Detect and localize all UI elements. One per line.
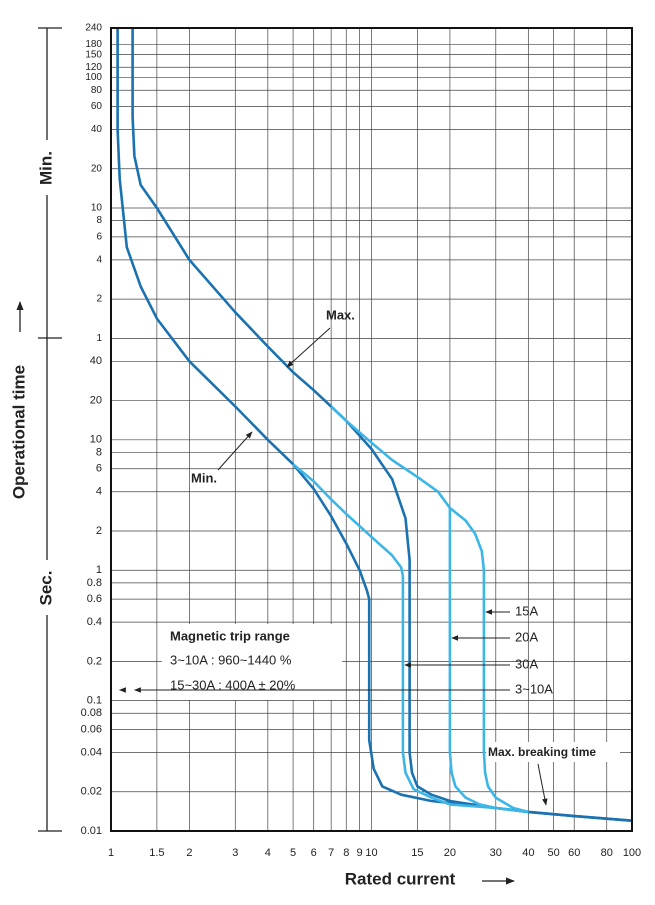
x-tick-label: 8 [343, 847, 349, 859]
bracket-gap [34, 140, 60, 195]
curve-label: 15A [515, 603, 538, 618]
y-tick-label: 80 [91, 85, 103, 96]
plot-frame [110, 27, 633, 832]
curve [330, 405, 529, 814]
y-tick-label: 0.1 [87, 695, 102, 707]
curve-label: 20A [515, 629, 538, 644]
y-tick-label: 0.04 [81, 746, 102, 758]
y-axis-label: Operational time [9, 365, 28, 499]
y-tick-label: 0.08 [81, 707, 102, 719]
y-tick-label: 10 [90, 434, 102, 446]
curve-label: 30A [515, 656, 538, 671]
y-tick-label: 10 [91, 203, 103, 214]
x-tick-label: 2 [186, 847, 192, 859]
y-tick-label: 0.6 [87, 593, 102, 605]
y-tick-label: 6 [96, 463, 102, 475]
grid [110, 27, 633, 832]
y-tick-label: 60 [91, 101, 103, 112]
x-tick-label: 60 [568, 847, 580, 859]
y-tick-label: 20 [90, 394, 102, 406]
x-tick-label: 5 [290, 847, 296, 859]
x-tick-label: 30 [490, 847, 502, 859]
curve [116, 28, 633, 822]
note-title: Magnetic trip range [170, 628, 290, 643]
x-axis-label: Rated current [345, 869, 456, 888]
bracket-gap [34, 560, 60, 615]
curve-labels: 15A 20A 30A 3~10A [118, 603, 553, 696]
annotation-arrow [286, 327, 331, 368]
x-tick-label: 6 [311, 847, 317, 859]
y-tick-label: 40 [90, 355, 102, 367]
y-tick-label: 100 [85, 72, 102, 83]
y-section-label: Min. [36, 151, 55, 185]
y-tick-label: 0.2 [87, 655, 102, 667]
x-tick-label: 7 [328, 847, 334, 859]
y-tick-label: 180 [85, 39, 102, 50]
x-tick-label: 1.5 [149, 847, 164, 859]
note-line: 3~10A : 960~1440 % [170, 652, 292, 667]
y-tick-label: 120 [85, 62, 102, 73]
y-tick-label: 0.01 [81, 825, 102, 837]
y-tick-label: 8 [96, 215, 102, 226]
x-tick-label: 20 [444, 847, 456, 859]
y-tick-label: 40 [91, 124, 103, 135]
x-tick-label: 9 [357, 847, 363, 859]
annotation-bg [486, 742, 620, 762]
y-tick-label: 2 [96, 294, 102, 305]
curve-label: 3~10A [515, 681, 553, 696]
x-tick-label: 100 [623, 847, 641, 859]
x-tick-label: 80 [601, 847, 613, 859]
x-tick-label: 40 [522, 847, 534, 859]
y-tick-label: 4 [96, 254, 102, 265]
y-tick-label: 0.02 [81, 786, 102, 798]
annotation: Max. [326, 307, 355, 322]
annotation: Min. [191, 470, 217, 485]
curves [116, 28, 633, 822]
y-tick-label: 4 [96, 486, 102, 498]
curve [292, 463, 529, 814]
x-tick-label: 10 [365, 847, 377, 859]
annotation-arrow [537, 763, 548, 806]
y-tick-label: 0.4 [87, 616, 102, 628]
note-line: 15~30A : 400A ± 20% [170, 677, 296, 692]
note-box [162, 624, 342, 700]
curve [131, 28, 633, 822]
y-tick-label: 0.8 [87, 577, 102, 589]
x-tick-label: 3 [232, 847, 238, 859]
y-tick-label: 6 [96, 232, 102, 243]
y-section-label: Sec. [36, 571, 55, 606]
y-tick-label: 20 [91, 163, 103, 174]
x-tick-label: 15 [411, 847, 423, 859]
y-tick-label: 2 [96, 525, 102, 537]
y-tick-label: 240 [85, 23, 102, 34]
x-tick-label: 50 [547, 847, 559, 859]
annotation: Max. breaking time [488, 745, 596, 759]
y-tick-label: 1 [96, 333, 102, 344]
y-tick-label: 0.06 [81, 723, 102, 735]
x-tick-label: 4 [265, 847, 271, 859]
annotation-arrow [217, 431, 253, 471]
x-tick-label: 1 [108, 847, 114, 859]
y-tick-label: 8 [96, 446, 102, 458]
y-tick-label: 1 [96, 564, 102, 576]
y-tick-label: 150 [85, 49, 102, 60]
